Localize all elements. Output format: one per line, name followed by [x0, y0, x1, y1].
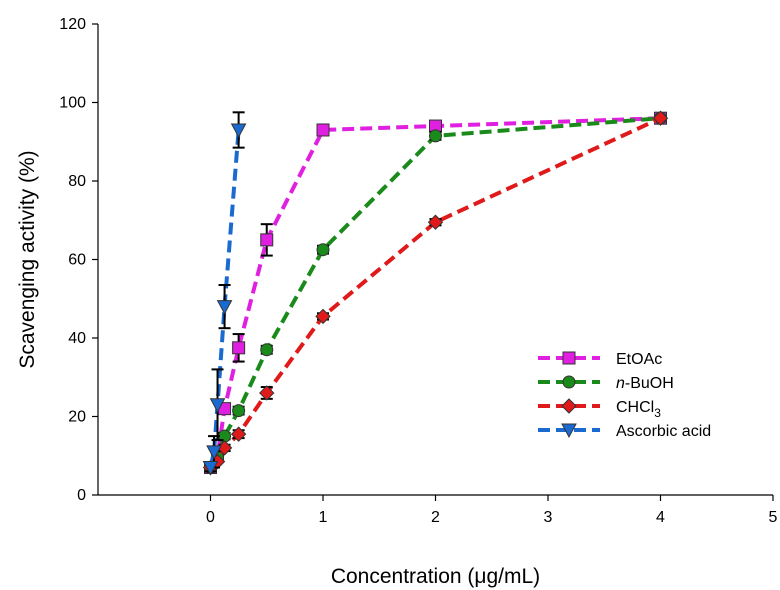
data-point-0-5: [316, 123, 330, 137]
series-line-2: [209, 116, 662, 470]
data-point-0-4: [260, 233, 274, 247]
x-tick-label-5: 5: [769, 509, 778, 526]
data-point-1-5: [316, 243, 330, 257]
data-point-2-6: [427, 214, 444, 230]
y-tick-label-3: 60: [68, 252, 86, 269]
data-point-1-6: [429, 129, 442, 143]
legend-marker-2: [561, 398, 577, 414]
legend-marker-3: [561, 423, 577, 439]
data-point-2-5: [315, 308, 331, 325]
series-3: [202, 111, 247, 476]
data-point-2-4: [259, 385, 275, 401]
x-tick-label-3: 3: [544, 509, 553, 526]
data-point-3-0: [202, 461, 219, 476]
axes: 0 20 40 60 80 100 120 0 1 2 3 4 5: [59, 16, 777, 526]
legend-marker-1: [562, 375, 576, 389]
y-tick-label-1: 20: [68, 409, 86, 426]
legend-label-1: n-BuOH: [616, 375, 674, 392]
series-0: [204, 111, 667, 475]
data-point-3-1: [206, 445, 222, 460]
x-tick-label-4: 4: [656, 509, 665, 526]
y-axis-title: Scavenging activity (%): [16, 150, 39, 368]
y-tick-label-2: 40: [68, 330, 86, 347]
legend-label-3: Ascorbic acid: [616, 423, 711, 440]
legend-label-0: EtOAc: [616, 351, 662, 368]
legend-marker-0: [562, 351, 576, 365]
data-point-1-4: [260, 343, 274, 357]
data-point-3-2: [209, 398, 226, 413]
data-point-2-7: [652, 110, 669, 126]
series-2: [202, 110, 669, 476]
x-tick-label-1: 1: [319, 509, 328, 526]
series-layer: [202, 110, 669, 476]
data-point-0-3: [232, 341, 246, 355]
legend-label-2: CHCl3: [616, 399, 661, 420]
y-tick-label-4: 80: [68, 173, 86, 190]
data-point-3-3: [216, 300, 233, 315]
y-tick-label-5: 100: [59, 95, 86, 112]
y-tick-label-6: 120: [59, 16, 86, 33]
legend: EtOAc n-BuOH CHCl3 Ascorbic acid: [538, 351, 711, 440]
y-tick-label-0: 0: [77, 487, 86, 504]
x-axis-title: Concentration (μg/mL): [331, 565, 540, 588]
data-point-1-3: [232, 404, 246, 418]
data-point-2-3: [230, 426, 247, 442]
data-point-3-4: [230, 123, 247, 139]
series-1: [204, 111, 667, 475]
series-line-1: [208, 116, 661, 469]
x-tick-label-0: 0: [206, 509, 215, 526]
x-tick-label-2: 2: [431, 509, 440, 526]
series-line-0: [208, 116, 661, 469]
